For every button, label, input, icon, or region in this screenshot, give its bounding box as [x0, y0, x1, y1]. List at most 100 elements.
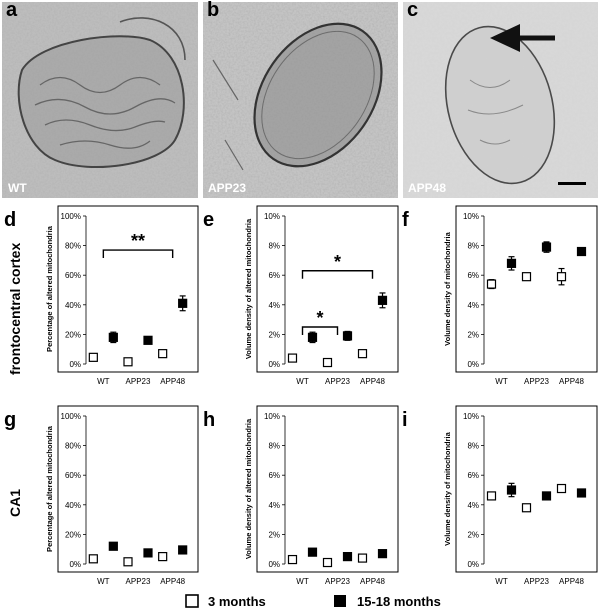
- data-point-filled: [342, 331, 353, 341]
- data-point-filled: [576, 488, 587, 498]
- data-point-open: [521, 272, 532, 282]
- panel-letter: g: [4, 409, 16, 431]
- y-tick-label: 80%: [65, 242, 81, 251]
- micrograph-b: b APP23: [203, 0, 398, 198]
- y-tick-label: 0%: [69, 360, 81, 369]
- x-tick-label: APP23: [325, 577, 350, 586]
- panel-frame: [256, 405, 399, 573]
- micrograph-c: c APP48: [403, 0, 598, 198]
- data-point-open: [158, 551, 168, 562]
- x-tick-label: APP23: [524, 577, 549, 586]
- y-axis-label: Percentage of altered mitochondria: [45, 225, 54, 352]
- panel-letter: e: [203, 209, 214, 231]
- y-tick-label: 0%: [268, 360, 280, 369]
- y-tick-label: 4%: [268, 301, 280, 310]
- data-point-open: [123, 557, 133, 567]
- x-tick-label: APP23: [126, 377, 151, 386]
- chart-panel-g: g 0% 20% 40% 60% 80% 100% Percentage of altered…: [4, 405, 199, 586]
- y-tick-label: 6%: [268, 271, 280, 280]
- data-point-filled: [541, 242, 552, 252]
- y-tick-label: 100%: [61, 412, 81, 421]
- panel-frame: [455, 405, 598, 573]
- y-tick-label: 40%: [65, 501, 81, 510]
- data-point-filled: [307, 547, 318, 557]
- data-point-filled: [377, 549, 388, 559]
- significance-label: *: [334, 252, 341, 272]
- x-tick-label: WT: [296, 577, 309, 586]
- data-point-filled: [506, 485, 517, 495]
- x-tick-label: APP23: [325, 377, 350, 386]
- y-tick-label: 4%: [268, 501, 280, 510]
- y-tick-label: 20%: [65, 530, 81, 539]
- micrograph-letter: c: [407, 0, 418, 21]
- chart-panel-i: i 0% 2% 4% 6% 8% 10% Volume density of mitochon…: [402, 405, 598, 586]
- y-tick-label: 4%: [467, 301, 479, 310]
- data-point-open: [287, 554, 298, 565]
- data-point-filled: [307, 332, 318, 342]
- y-tick-label: 10%: [463, 412, 479, 421]
- x-tick-label: APP48: [360, 577, 385, 586]
- panel-letter: h: [203, 409, 215, 431]
- data-point-filled: [342, 551, 353, 562]
- significance-bracket: [301, 270, 374, 279]
- micrograph-label: APP48: [408, 181, 446, 195]
- legend: 3 months 15-18 months: [185, 594, 441, 609]
- y-tick-label: 80%: [65, 442, 81, 451]
- data-point-filled: [506, 258, 517, 268]
- data-point-filled: [143, 335, 153, 345]
- x-tick-label: WT: [495, 377, 508, 386]
- y-tick-label: 100%: [61, 212, 81, 221]
- y-tick-label: 8%: [467, 442, 479, 451]
- data-point-filled: [108, 541, 118, 551]
- y-axis-label: Volume density of altered mitochondria: [244, 218, 253, 359]
- y-tick-label: 60%: [65, 471, 81, 480]
- data-point-open: [486, 279, 497, 289]
- data-point-open: [521, 503, 532, 513]
- panel-letter: f: [402, 209, 409, 231]
- legend-filled-marker: [334, 595, 346, 607]
- arrow-icon: [490, 24, 555, 52]
- y-tick-label: 2%: [467, 530, 479, 539]
- x-tick-label: WT: [296, 377, 309, 386]
- micrograph-letter: b: [207, 0, 219, 21]
- chart-panel-d: d 0% 20% 40% 60% 80% 100% Percentage of altered…: [4, 205, 199, 386]
- y-tick-label: 0%: [467, 360, 479, 369]
- panel-frame: [57, 205, 199, 373]
- x-tick-label: APP48: [160, 377, 185, 386]
- data-point-filled: [143, 548, 153, 558]
- data-point-filled: [178, 545, 188, 555]
- y-tick-label: 8%: [268, 442, 280, 451]
- y-axis-label: Percentage of altered mitochondria: [45, 425, 54, 552]
- y-tick-label: 8%: [467, 242, 479, 251]
- y-axis-label: Volume density of mitochondria: [443, 431, 452, 545]
- data-point-filled: [541, 491, 552, 501]
- y-tick-label: 60%: [65, 271, 81, 280]
- x-tick-label: APP23: [524, 377, 549, 386]
- data-point-open: [357, 349, 368, 359]
- significance-bracket: [301, 326, 339, 335]
- y-axis-label: Volume density of altered mitochondria: [244, 418, 253, 559]
- y-tick-label: 10%: [264, 412, 280, 421]
- y-tick-label: 6%: [268, 471, 280, 480]
- micrograph-label: APP23: [208, 181, 246, 195]
- data-point-open: [556, 483, 567, 494]
- y-tick-label: 20%: [65, 330, 81, 339]
- y-tick-label: 6%: [467, 471, 479, 480]
- data-point-open: [88, 352, 98, 362]
- data-point-filled: [178, 298, 188, 308]
- data-point-open: [486, 491, 497, 501]
- x-tick-label: APP23: [126, 577, 151, 586]
- data-point-open: [322, 557, 333, 568]
- x-tick-label: WT: [97, 377, 110, 386]
- y-tick-label: 0%: [69, 560, 81, 569]
- y-tick-label: 8%: [268, 242, 280, 251]
- chart-panel-h: h 0% 2% 4% 6% 8% 10% Volume density of altered …: [203, 405, 399, 586]
- significance-label: **: [131, 231, 145, 251]
- micrograph-label: WT: [8, 181, 27, 195]
- legend-filled-label: 15-18 months: [357, 594, 441, 609]
- x-tick-label: APP48: [559, 577, 584, 586]
- x-tick-label: APP48: [559, 377, 584, 386]
- data-point-filled: [108, 332, 118, 342]
- y-tick-label: 6%: [467, 271, 479, 280]
- panel-frame: [57, 405, 199, 573]
